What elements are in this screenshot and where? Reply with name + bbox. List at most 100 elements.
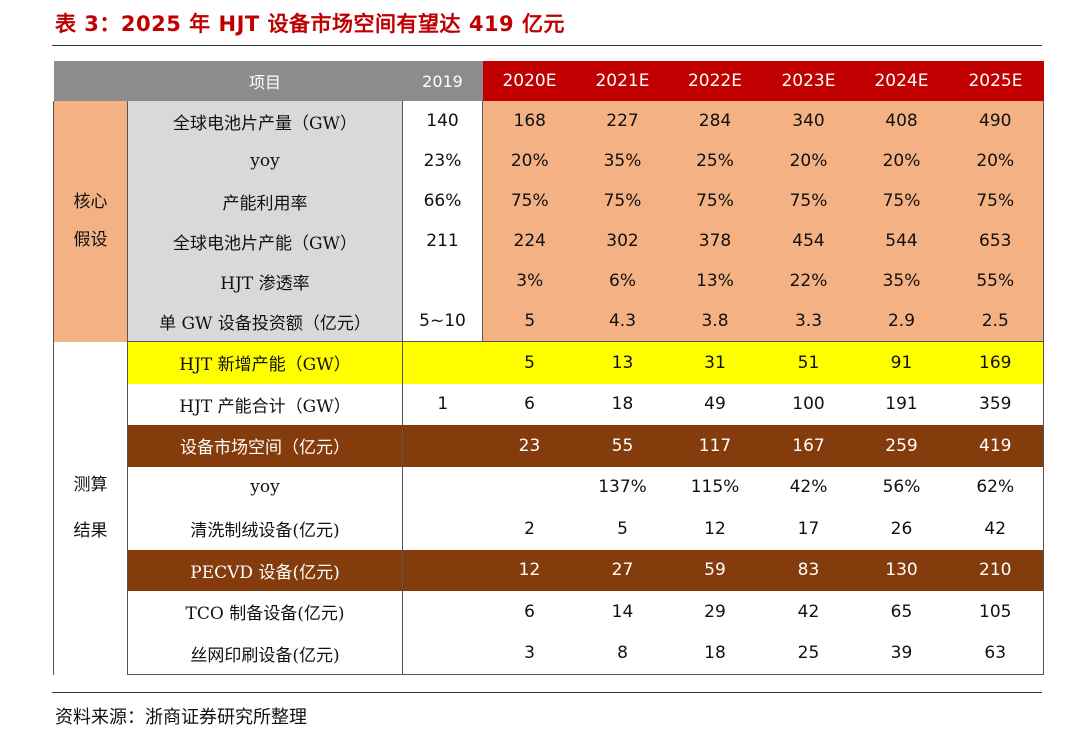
- cell: 59: [668, 549, 762, 591]
- table-row: HJT 渗透率 3% 6% 13% 22% 35% 55%: [54, 261, 1044, 301]
- cell: 75%: [761, 181, 856, 221]
- cell-2019: 1: [402, 383, 483, 425]
- cell: 653: [947, 221, 1044, 261]
- table-row: yoy 137% 115% 42% 56% 62%: [54, 466, 1044, 509]
- cell: 105: [947, 591, 1044, 633]
- cell: 56%: [882, 477, 921, 498]
- cell: 91: [855, 341, 948, 384]
- header-item: 项目: [127, 61, 403, 101]
- table-row: 产能利用率 66% 75% 75% 75% 75% 75% 75%: [54, 181, 1044, 221]
- cell: 5: [482, 301, 577, 342]
- row-label: TCO 制备设备(亿元): [127, 591, 403, 633]
- cell: 210: [947, 549, 1044, 591]
- cell-2019: [402, 466, 483, 508]
- cell: 75%: [668, 181, 762, 221]
- cell: 115%: [690, 477, 740, 498]
- header-year-2022e: 2022E: [668, 61, 762, 101]
- cell: 75%: [482, 181, 577, 221]
- cell-2019: [402, 508, 483, 550]
- cell: 168: [482, 101, 577, 141]
- cell: 3.8: [668, 301, 762, 342]
- cell: 408: [855, 101, 948, 141]
- section-calc-line2: 结果: [73, 521, 108, 541]
- cell: 284: [668, 101, 762, 141]
- bottom-rule: [52, 692, 1042, 693]
- cell: 63: [947, 632, 1044, 675]
- header-year-2019: 2019: [402, 61, 483, 101]
- cell: 51: [761, 341, 856, 384]
- table-row: 清洗制绒设备(亿元) 2 5 12 17 26 42: [54, 508, 1044, 550]
- cell: 100: [792, 394, 825, 415]
- table-row: TCO 制备设备(亿元) 6 14 29 42 65 105: [54, 591, 1044, 633]
- row-label: yoy: [127, 466, 403, 508]
- section-calc-results: 测算 结果: [53, 341, 128, 675]
- cell: 20%: [947, 141, 1044, 181]
- header-year-2023e: 2023E: [761, 61, 856, 101]
- cell: 544: [855, 221, 948, 261]
- row-label: 全球电池片产量（GW）: [127, 101, 403, 141]
- row-label: 设备市场空间（亿元）: [127, 425, 403, 467]
- cell: 12: [482, 549, 577, 591]
- table-row: 丝网印刷设备(亿元) 3 8 18 25 39 63: [54, 632, 1044, 675]
- table-row: yoy 23% 20% 35% 25% 20% 20% 20%: [54, 141, 1044, 181]
- cell: 490: [947, 101, 1044, 141]
- cell-2019: [402, 425, 483, 467]
- cell: 23: [482, 425, 577, 467]
- cell: 4.3: [576, 301, 669, 342]
- header-row: 项目 2019 2020E 2021E 2022E 2023E 2024E 20…: [53, 61, 1044, 101]
- cell: 3%: [482, 261, 577, 301]
- cell: 130: [855, 549, 948, 591]
- cell: 39: [855, 632, 948, 675]
- cell: 42: [947, 508, 1044, 550]
- top-rule: [52, 45, 1042, 46]
- cell: 454: [761, 221, 856, 261]
- cell: 26: [890, 518, 913, 539]
- cell: 49: [704, 394, 726, 415]
- cell: 18: [611, 394, 634, 415]
- table-row: 测算 结果 HJT 新增产能（GW） 5 13 31 51 91 169: [53, 341, 1044, 675]
- cell: 224: [482, 221, 577, 261]
- cell: 378: [668, 221, 762, 261]
- row-label: HJT 产能合计（GW）: [127, 383, 403, 425]
- section-core-line1: 核心: [73, 192, 108, 213]
- row-label: PECVD 设备(亿元): [127, 549, 403, 591]
- cell: 55: [576, 425, 669, 467]
- header-year-2025e: 2025E: [947, 61, 1044, 101]
- row-label: 清洗制绒设备(亿元): [127, 508, 403, 550]
- cell: 55%: [947, 261, 1044, 301]
- cell: 2.9: [855, 301, 948, 342]
- cell: 13: [576, 341, 669, 384]
- header-year-2021e: 2021E: [576, 61, 669, 101]
- row-label: 全球电池片产能（GW）: [127, 221, 403, 261]
- row-label: 产能利用率: [127, 181, 403, 221]
- cell-2019: 23%: [402, 141, 483, 181]
- hjt-equipment-table: 项目 2019 2020E 2021E 2022E 2023E 2024E 20…: [53, 61, 1044, 675]
- cell: 27: [576, 549, 669, 591]
- source-note: 资料来源：浙商证券研究所整理: [55, 707, 307, 728]
- cell: 75%: [855, 181, 948, 221]
- row-label: yoy: [127, 141, 403, 181]
- cell-2019: 5~10: [402, 301, 483, 342]
- cell: 65: [890, 601, 913, 622]
- cell: 359: [947, 383, 1044, 425]
- table-row: 全球电池片产能（GW） 211 224 302 378 454 544 653: [54, 221, 1044, 261]
- cell-2019: [402, 549, 483, 591]
- cell: 6: [524, 601, 535, 622]
- cell: [483, 467, 577, 509]
- cell-2019: [402, 261, 483, 301]
- cell: 25: [761, 632, 856, 675]
- cell: 6: [524, 394, 535, 415]
- table-row: HJT 产能合计（GW） 1 6 18 49 100 191 359: [54, 383, 1044, 425]
- cell: 5: [482, 341, 577, 384]
- section-core-line2: 假设: [73, 230, 108, 251]
- cell: 20%: [482, 141, 577, 181]
- cell: 14: [611, 601, 634, 622]
- section-core-assumptions: 核心 假设: [53, 101, 128, 342]
- table-row: 核心 假设 全球电池片产量（GW） 140 168 227 284 340 40…: [53, 101, 1044, 342]
- cell: 83: [761, 549, 856, 591]
- cell: 13%: [668, 261, 762, 301]
- cell: 35%: [855, 261, 948, 301]
- cell: 31: [668, 341, 762, 384]
- cell: 20%: [855, 141, 948, 181]
- table-title: 表 3：2025 年 HJT 设备市场空间有望达 419 亿元: [55, 12, 565, 36]
